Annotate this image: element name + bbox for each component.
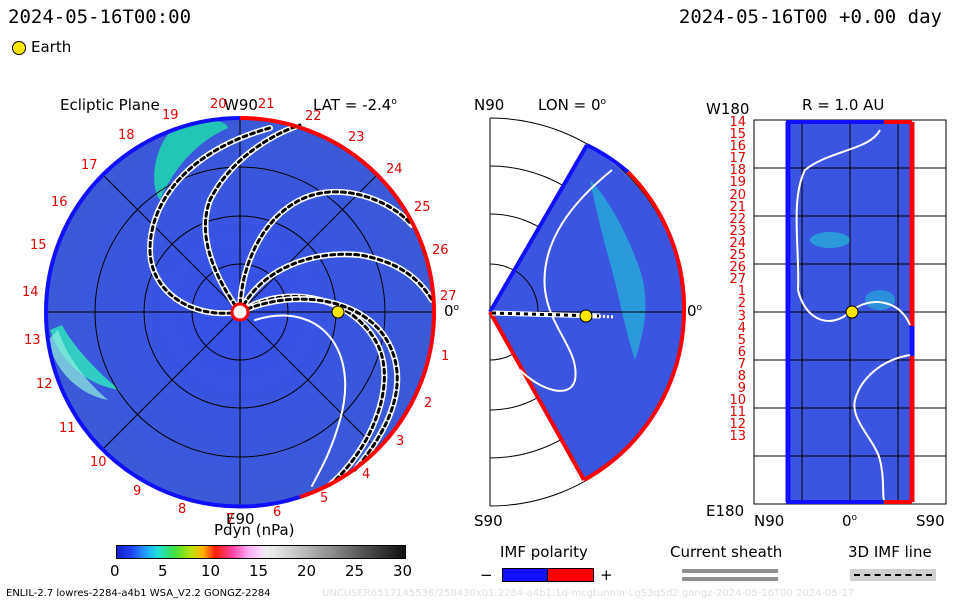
- rot-label: 13: [24, 333, 41, 348]
- colorbar-tick: 30: [393, 562, 413, 580]
- rot-label: 23: [348, 130, 365, 145]
- w90-label: W90: [224, 96, 258, 114]
- rot-label: 15: [30, 238, 47, 253]
- rot-label: 18: [118, 128, 135, 143]
- rot-label: 11: [59, 421, 76, 436]
- polarity-plus: +: [600, 566, 613, 584]
- current-sheath-swatch-a: [682, 569, 778, 573]
- w180-label: W180: [706, 100, 750, 118]
- rot-label: 6: [273, 505, 282, 520]
- rot-label: 9: [133, 484, 142, 499]
- start-time: 2024-05-16T00:00: [8, 6, 192, 28]
- polarity-negative-swatch: [502, 568, 549, 582]
- ecliptic-zero-label: 0o: [444, 302, 460, 320]
- rot-label: 25: [414, 200, 431, 215]
- imf-line-swatch: [850, 569, 936, 581]
- s90-label: S90: [474, 512, 503, 530]
- footer-model-info: ENLIL-2.7 lowres-2284-a4b1 WSA_V2.2 GONG…: [6, 588, 271, 599]
- polarity-positive-swatch: [547, 568, 594, 582]
- colorbar-tick: 5: [158, 562, 168, 580]
- earth-marker-sphere: [845, 305, 859, 319]
- e90-label: E90: [226, 510, 255, 528]
- rot-label: 20: [210, 97, 227, 112]
- e180-label: E180: [706, 502, 745, 520]
- lon-label: LON = 0o: [538, 96, 607, 114]
- r-label: R = 1.0 AU: [802, 96, 885, 114]
- colorbar-tick: 25: [345, 562, 365, 580]
- colorbar-tick: 0: [110, 562, 120, 580]
- colorbar: [116, 545, 406, 559]
- rot-label: 10: [90, 455, 107, 470]
- earth-marker-meridional: [579, 309, 593, 323]
- footer-watermark: UNCUSER6517145536/258430x01.2284-a4b1.1d…: [322, 588, 855, 599]
- rot-label: 3: [396, 434, 405, 449]
- rot-label: 7: [226, 512, 235, 527]
- ecliptic-title: Ecliptic Plane: [60, 96, 160, 114]
- rot-label: 19: [162, 108, 179, 123]
- earth-legend-label: Earth: [31, 38, 72, 56]
- rot-label: 2: [424, 396, 433, 411]
- earth-marker-ecliptic: [331, 305, 345, 319]
- rot-label: 26: [432, 243, 449, 258]
- rot-label: 17: [81, 158, 98, 173]
- lat-label: LAT = -2.4o: [313, 96, 397, 114]
- n90-bottom-label: N90: [754, 512, 785, 530]
- rot-label: 5: [320, 491, 329, 506]
- imf-line-title: 3D IMF line: [848, 543, 932, 561]
- rot-label: 24: [386, 162, 403, 177]
- rot-label: 1: [441, 349, 450, 364]
- current-sheath-title: Current sheath: [670, 543, 783, 561]
- imf-polarity-title: IMF polarity: [500, 543, 588, 561]
- polarity-minus: −: [480, 566, 493, 584]
- zero-bottom-label: 0o: [842, 512, 858, 530]
- meridional-zero-label: 0o: [687, 302, 703, 320]
- earth-legend-icon: [12, 41, 26, 55]
- colorbar-label: Pdyn (nPa): [214, 521, 295, 539]
- rot-label: 16: [51, 195, 68, 210]
- rot-label: 14: [22, 285, 39, 300]
- n90-label: N90: [474, 96, 505, 114]
- colorbar-tick: 20: [297, 562, 317, 580]
- rot-label: 27: [440, 289, 457, 304]
- rot-label: 8: [178, 502, 187, 517]
- rot-label: 22: [305, 109, 322, 124]
- rot-label: 4: [362, 467, 371, 482]
- s90-bottom-label: S90: [916, 512, 945, 530]
- elapsed-time: 2024-05-16T00 +0.00 day: [678, 6, 942, 28]
- current-sheath-swatch-b: [682, 577, 778, 581]
- colorbar-tick: 10: [201, 562, 221, 580]
- sun-marker: [230, 302, 250, 322]
- rot-label: 12: [36, 377, 53, 392]
- sphere-row-labels: 14 15 16 17 18 19 20 21 22 23 24 25 26 2…: [729, 115, 746, 445]
- rot-label: 21: [258, 97, 275, 112]
- colorbar-tick: 15: [249, 562, 269, 580]
